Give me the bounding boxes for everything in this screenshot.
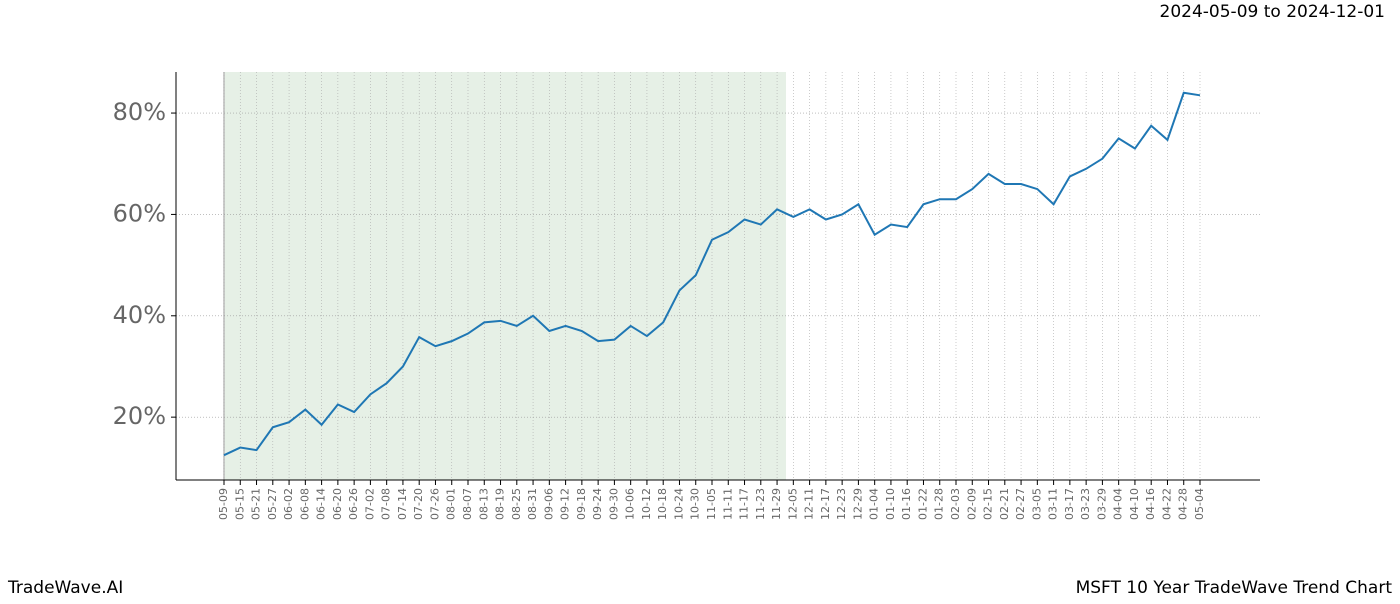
x-tick-label: 07-20 bbox=[412, 488, 425, 520]
x-tick-label: 05-15 bbox=[233, 488, 246, 520]
line-series bbox=[223, 91, 1201, 457]
x-tick-label: 03-23 bbox=[1079, 488, 1092, 520]
x-tick-label: 01-10 bbox=[884, 488, 897, 520]
x-tick-label: 01-22 bbox=[916, 488, 929, 520]
x-tick-label: 08-19 bbox=[494, 488, 507, 520]
x-tick-label: 02-03 bbox=[949, 488, 962, 520]
x-tick-label: 11-11 bbox=[721, 488, 734, 520]
x-tick-label: 03-11 bbox=[1047, 488, 1060, 520]
chart-subtitle: MSFT 10 Year TradeWave Trend Chart bbox=[1076, 578, 1393, 598]
x-tick-label: 12-11 bbox=[803, 488, 816, 520]
x-tick-label: 05-21 bbox=[250, 488, 263, 520]
x-tick-label: 08-25 bbox=[510, 488, 523, 520]
x-tick-label: 10-30 bbox=[689, 488, 702, 520]
x-tick-label: 08-01 bbox=[445, 488, 458, 520]
x-tick-label: 10-24 bbox=[672, 488, 685, 520]
brand: TradeWave.AI bbox=[7, 578, 123, 598]
y-tick-label: 60% bbox=[113, 199, 166, 227]
x-tick-label: 12-17 bbox=[819, 488, 832, 520]
x-tick-label: 06-14 bbox=[315, 488, 328, 520]
x-tick-label: 08-31 bbox=[526, 488, 539, 520]
x-tick-label: 10-18 bbox=[656, 488, 669, 520]
x-tick-label: 12-23 bbox=[835, 488, 848, 520]
x-tick-label: 07-08 bbox=[380, 488, 393, 520]
x-tick-label: 09-30 bbox=[607, 488, 620, 520]
x-tick-label: 07-14 bbox=[396, 488, 409, 520]
x-tick-label: 03-05 bbox=[1030, 488, 1043, 520]
plot-area: 05-09 05-15 05-21 05-27 06-02 06-08 06-14 06-20… bbox=[113, 72, 1260, 520]
x-tick-label: 06-08 bbox=[298, 488, 311, 520]
x-tick-label: 09-24 bbox=[591, 488, 604, 520]
x-tick-label: 10-06 bbox=[624, 488, 637, 520]
x-tick-label: 05-27 bbox=[266, 488, 279, 520]
y-tick-label: 80% bbox=[113, 98, 166, 126]
x-tick-label: 06-26 bbox=[347, 488, 360, 520]
x-tick-label: 09-06 bbox=[542, 488, 555, 520]
x-tick-label: 07-26 bbox=[428, 488, 441, 520]
x-tick-label: 04-22 bbox=[1160, 488, 1173, 520]
x-tick-label: 04-28 bbox=[1177, 488, 1190, 520]
x-tick-label: 06-20 bbox=[331, 488, 344, 520]
date-range: 2024-05-09 to 2024-12-01 bbox=[1160, 2, 1385, 22]
x-tick-label: 11-23 bbox=[754, 488, 767, 520]
x-tick-label: 11-17 bbox=[738, 488, 751, 520]
x-tick-label: 04-04 bbox=[1112, 488, 1125, 520]
x-tick-label: 11-05 bbox=[705, 488, 718, 520]
x-tick-label: 09-18 bbox=[575, 488, 588, 520]
x-tick-label: 03-29 bbox=[1095, 488, 1108, 520]
x-tick-label: 02-27 bbox=[1014, 488, 1027, 520]
x-tick-label: 12-05 bbox=[786, 488, 799, 520]
x-tick-label: 02-15 bbox=[982, 488, 995, 520]
x-tick-label: 12-29 bbox=[851, 488, 864, 520]
highlight-region bbox=[224, 72, 787, 480]
x-tick-label: 05-09 bbox=[217, 488, 230, 520]
x-tick-label: 08-13 bbox=[477, 488, 490, 520]
x-tick-label: 08-07 bbox=[461, 488, 474, 520]
x-tick-label: 01-28 bbox=[933, 488, 946, 520]
y-tick-label: 20% bbox=[113, 402, 166, 430]
x-tick-label: 09-12 bbox=[559, 488, 572, 520]
x-tick-label: 05-04 bbox=[1193, 488, 1206, 520]
x-tick-label: 02-09 bbox=[965, 488, 978, 520]
x-tick-label: 04-10 bbox=[1128, 488, 1141, 520]
x-tick-label: 01-04 bbox=[868, 488, 881, 520]
x-tick-label: 10-12 bbox=[640, 488, 653, 520]
y-tick-label: 40% bbox=[113, 301, 166, 329]
x-tick-label: 03-17 bbox=[1063, 488, 1076, 520]
x-tick-label: 02-21 bbox=[998, 488, 1011, 520]
x-tick-label: 06-02 bbox=[282, 488, 295, 520]
x-tick-label: 01-16 bbox=[900, 488, 913, 520]
x-tick-label: 04-16 bbox=[1144, 488, 1157, 520]
x-tick-label: 07-02 bbox=[363, 488, 376, 520]
x-tick-label: 11-29 bbox=[770, 488, 783, 520]
